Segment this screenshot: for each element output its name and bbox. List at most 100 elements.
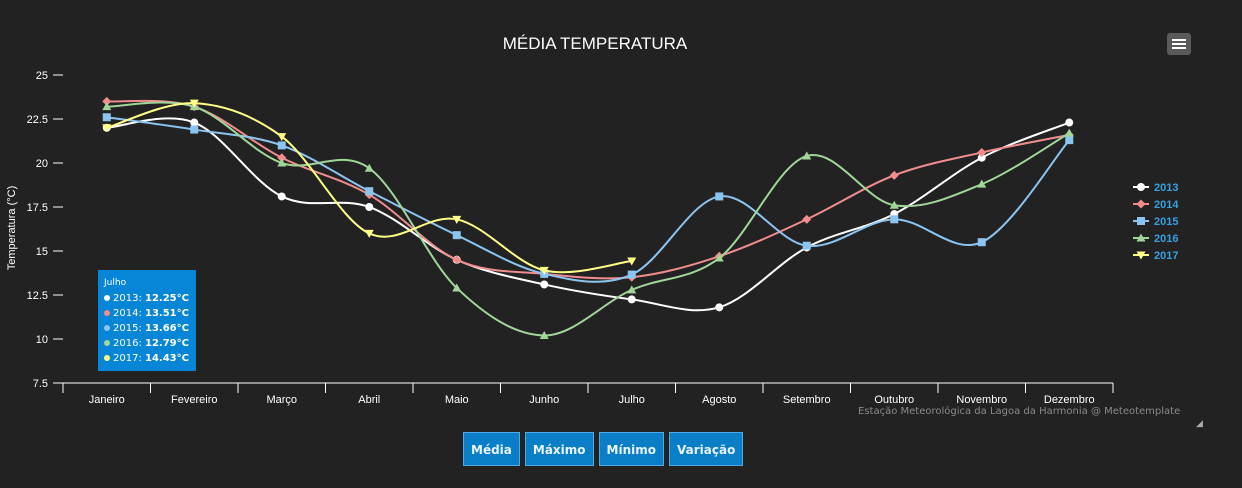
x-tick-label: Novembro <box>956 394 1007 406</box>
media-button[interactable]: Média <box>463 432 520 466</box>
y-tick-label: 22.5 <box>27 114 48 126</box>
legend-symbol <box>1136 251 1146 260</box>
legend-label: 2017 <box>1154 250 1178 262</box>
data-point <box>540 280 549 289</box>
data-point <box>802 241 811 250</box>
tooltip-value: 14.43°C <box>145 353 189 364</box>
data-point <box>539 266 549 275</box>
data-point <box>977 153 986 162</box>
legend-label: 2015 <box>1154 216 1178 228</box>
series-dot-icon <box>104 340 110 346</box>
data-point <box>102 124 112 133</box>
data-point <box>277 192 286 201</box>
variacao-button[interactable]: Variação <box>669 432 744 466</box>
series-line <box>106 117 1070 312</box>
data-point <box>452 255 462 265</box>
tooltip-value: 12.79°C <box>145 338 189 349</box>
data-point <box>102 96 112 106</box>
data-point <box>102 113 111 122</box>
chart-title: MÉDIA TEMPERATURA <box>503 34 688 53</box>
data-point <box>1064 128 1074 137</box>
legend-item-2017[interactable]: 2017 <box>1133 250 1178 262</box>
y-tick-label: 17.5 <box>27 202 48 214</box>
x-tick-label: Julho <box>619 394 645 406</box>
data-point <box>889 200 899 209</box>
legend-item-2015[interactable]: 2015 <box>1133 216 1178 228</box>
x-tick-label: Fevereiro <box>171 394 217 406</box>
data-point <box>627 285 637 294</box>
data-point <box>890 215 899 224</box>
credits[interactable]: Estação Meteorológica da Lagoa da Harmon… <box>858 406 1181 417</box>
series-2015 <box>102 113 1074 283</box>
legend-symbol <box>1136 199 1146 209</box>
legend-symbol <box>1137 183 1145 191</box>
data-point <box>1065 136 1074 145</box>
data-point <box>365 203 374 211</box>
data-point <box>627 295 636 304</box>
data-point <box>190 125 199 134</box>
data-point <box>277 141 286 150</box>
legend-item-2014[interactable]: 2014 <box>1133 199 1179 211</box>
series-2016 <box>102 101 1074 339</box>
series-layer <box>102 96 1074 339</box>
y-tick-label: 12.5 <box>27 290 48 302</box>
data-point <box>539 330 549 339</box>
tooltip-label: 2014: <box>113 308 145 319</box>
tooltip-row: 2015: 13.66°C <box>104 321 190 336</box>
x-tick-label: Janeiro <box>89 394 125 406</box>
chart-menu-button[interactable] <box>1167 33 1191 55</box>
x-tick-label: Maio <box>445 394 469 406</box>
tooltip-value: 13.66°C <box>145 323 189 334</box>
tooltip-row: 2014: 13.51°C <box>104 306 190 321</box>
data-point <box>977 147 987 157</box>
data-point <box>802 151 812 160</box>
data-point <box>977 238 986 247</box>
data-point <box>364 229 374 238</box>
legend-item-2016[interactable]: 2016 <box>1133 233 1178 245</box>
data-point <box>715 192 724 201</box>
legend-label: 2016 <box>1154 233 1178 245</box>
data-point <box>1065 118 1074 127</box>
series-2017 <box>102 99 637 275</box>
hamburger-icon <box>1172 39 1186 41</box>
minimo-button[interactable]: Mínimo <box>598 432 664 466</box>
y-tick-label: 15 <box>36 246 48 258</box>
tooltip: Julho 2013: 12.25°C 2014: 13.51°C 2015: 13… <box>98 270 196 371</box>
legend-item-2013[interactable]: 2013 <box>1133 182 1178 194</box>
tooltip-row: 2016: 12.79°C <box>104 336 190 351</box>
tooltip-row: 2013: 12.25°C <box>104 291 190 306</box>
x-tick-label: Junho <box>529 394 559 406</box>
y-tick-label: 7.5 <box>33 378 48 390</box>
tooltip-label: 2017: <box>113 353 145 364</box>
series-dot-icon <box>104 355 110 361</box>
legend[interactable]: 2013 2014 2015 2016 2017 <box>1133 182 1179 262</box>
tooltip-value: 13.51°C <box>145 308 189 319</box>
maximo-button[interactable]: Máximo <box>524 432 594 466</box>
x-tick-label: Setembro <box>783 394 831 406</box>
series-line <box>106 99 1070 280</box>
y-tick-label: 10 <box>36 334 48 346</box>
legend-symbol <box>1137 217 1145 225</box>
y-axis-label: Temperatura (°C) <box>6 186 18 270</box>
x-tick-label: Outubro <box>874 394 914 406</box>
legend-label: 2013 <box>1154 182 1178 194</box>
data-point <box>714 253 724 262</box>
button-bar: Média Máximo Mínimo Variação <box>463 432 744 466</box>
x-tick-label: Abril <box>358 394 380 406</box>
data-point <box>365 187 374 196</box>
series-dot-icon <box>104 310 110 316</box>
data-point <box>977 179 987 188</box>
tooltip-label: 2015: <box>113 323 145 334</box>
tooltip-row: 2017: 14.43°C <box>104 351 190 366</box>
data-point <box>452 283 462 292</box>
data-point <box>277 133 287 142</box>
axes: Janeiro Fevereiro Março Abril Maio Junho Julho… <box>27 70 1114 406</box>
data-point <box>452 231 461 240</box>
data-point <box>452 215 462 224</box>
tooltip-label: 2016: <box>113 338 145 349</box>
resize-handle-icon[interactable]: ◢ <box>1196 419 1203 429</box>
series-dot-icon <box>104 325 110 331</box>
x-tick-label: Março <box>266 394 297 406</box>
data-point <box>889 170 899 180</box>
